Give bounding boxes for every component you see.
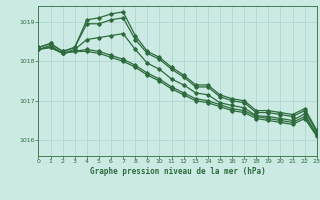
X-axis label: Graphe pression niveau de la mer (hPa): Graphe pression niveau de la mer (hPa) bbox=[90, 167, 266, 176]
